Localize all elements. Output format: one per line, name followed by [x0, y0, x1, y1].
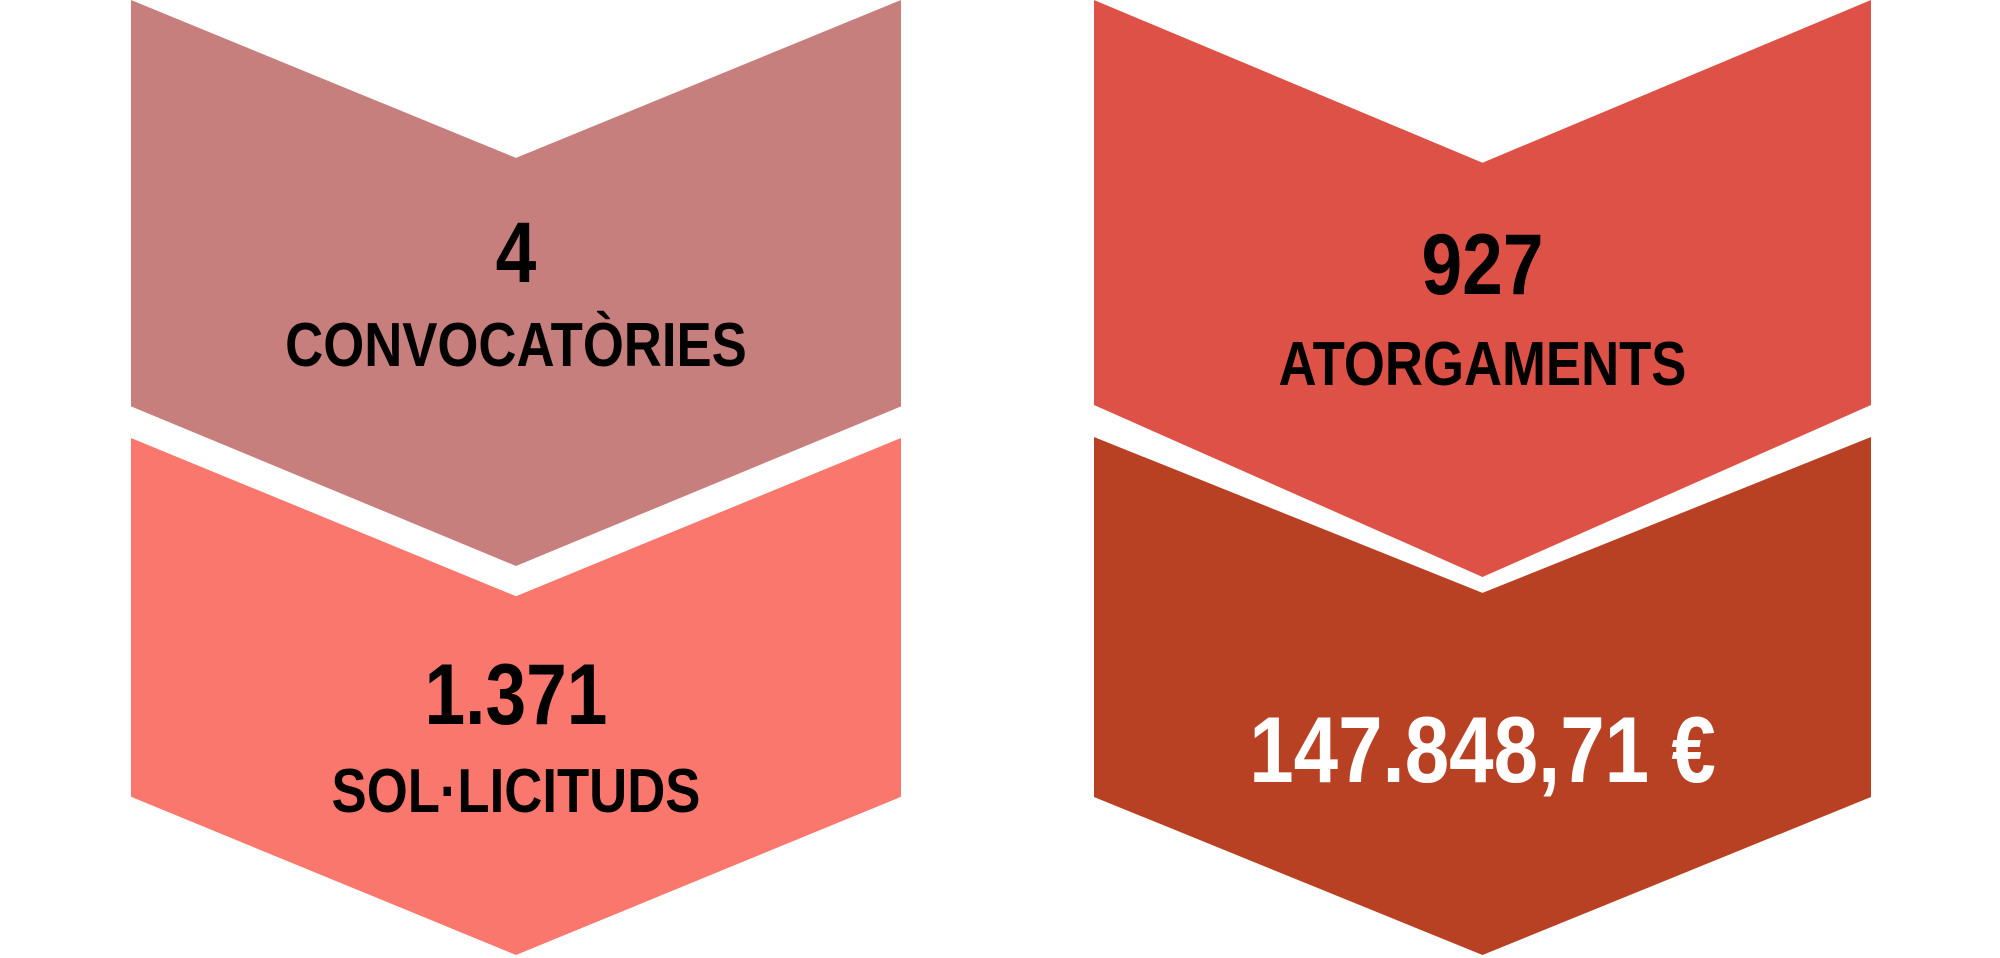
kpi-value-sollicituds: 1.371	[424, 646, 608, 743]
kpi-chevron-convocatories: 4 CONVOCATÒRIES	[131, 0, 901, 566]
kpi-label-sollicituds: SOL·LICITUDS	[331, 757, 701, 827]
kpi-value-atorgaments: 927	[1421, 216, 1544, 313]
kpi-value-convocatories: 4	[495, 205, 537, 301]
kpi-label-convocatories: CONVOCATÒRIES	[285, 310, 747, 380]
kpi-value-import-atorgat: 147.848,71 €	[1249, 696, 1716, 802]
kpi-label-atorgaments: ATORGAMENTS	[1278, 330, 1687, 400]
